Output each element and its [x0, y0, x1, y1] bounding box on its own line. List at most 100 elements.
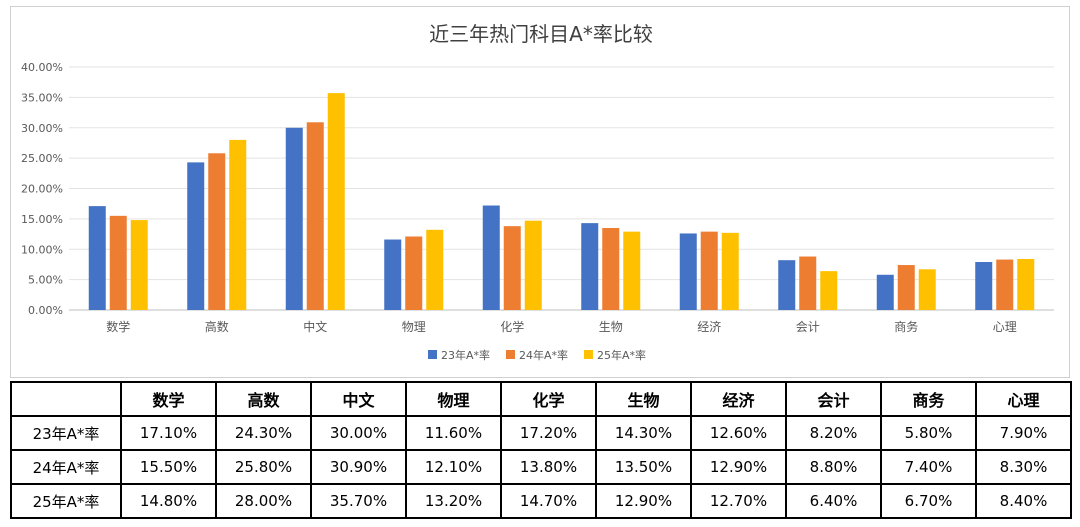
x-tick-label: 中文	[303, 319, 327, 334]
data-table: 数学 高数 中文 物理 化学 生物 经济 会计 商务 心理 23年A*率 17.10% 24.30% 3…	[10, 381, 1072, 519]
table-cell: 6.70%	[880, 483, 977, 519]
bar-1	[384, 239, 402, 310]
table-cell: 14.30%	[595, 415, 692, 451]
bar-1	[482, 205, 500, 310]
bar-3	[918, 269, 936, 310]
table-cell: 24.30%	[215, 415, 312, 451]
legend-label: 23年A*率	[441, 348, 490, 362]
legend-label: 25年A*率	[597, 348, 646, 362]
table-header-cell: 数学	[120, 381, 217, 417]
bar-2	[208, 153, 226, 310]
x-tick-label: 商务	[894, 319, 918, 334]
bar-3	[229, 139, 247, 310]
bar-1	[88, 206, 106, 310]
x-tick-label: 化学	[500, 319, 524, 334]
table-cell: 11.60%	[405, 415, 502, 451]
y-tick-label: 5.00%	[28, 274, 63, 287]
table-row: 23年A*率 17.10% 24.30% 30.00% 11.60% 17.20% 14.3…	[10, 415, 1072, 451]
bar-2	[602, 227, 620, 310]
table-corner-cell	[10, 381, 122, 417]
table-cell: 12.60%	[690, 415, 787, 451]
x-tick-label: 物理	[402, 320, 426, 334]
table-cell: 15.50%	[120, 449, 217, 485]
table-row-label: 24年A*率	[10, 449, 122, 485]
legend-label: 24年A*率	[519, 348, 568, 362]
table-cell: 13.80%	[500, 449, 597, 485]
table-cell: 12.90%	[690, 449, 787, 485]
bar-1	[285, 127, 303, 310]
table-header-cell: 经济	[690, 381, 787, 417]
table-cell: 13.20%	[405, 483, 502, 519]
table-header-cell: 会计	[785, 381, 882, 417]
table-row: 25年A*率 14.80% 28.00% 35.70% 13.20% 14.70% 12.9…	[10, 483, 1072, 519]
y-tick-label: 0.00%	[28, 304, 63, 317]
y-tick-label: 25.00%	[21, 152, 63, 165]
bar-3	[327, 93, 345, 310]
table-cell: 7.90%	[975, 415, 1072, 451]
table-header-cell: 生物	[595, 381, 692, 417]
table-cell: 12.70%	[690, 483, 787, 519]
table-cell: 28.00%	[215, 483, 312, 519]
table-cell: 8.20%	[785, 415, 882, 451]
y-tick-label: 15.00%	[21, 213, 63, 226]
bar-3	[721, 232, 739, 310]
table-cell: 14.70%	[500, 483, 597, 519]
x-tick-label: 经济	[697, 319, 721, 334]
table-header-cell: 物理	[405, 381, 502, 417]
table-cell: 14.80%	[120, 483, 217, 519]
x-tick-label: 生物	[599, 320, 623, 334]
bar-1	[778, 260, 796, 310]
bar-3	[426, 229, 444, 310]
y-tick-label: 10.00%	[21, 243, 63, 256]
table-cell: 7.40%	[880, 449, 977, 485]
x-tick-label: 高数	[205, 319, 229, 334]
bar-3	[623, 231, 641, 310]
bar-2	[306, 122, 324, 310]
bar-1	[975, 262, 993, 310]
bar-1	[876, 274, 894, 310]
table-header-cell: 高数	[215, 381, 312, 417]
table-cell: 25.80%	[215, 449, 312, 485]
table-header-cell: 化学	[500, 381, 597, 417]
table-cell: 35.70%	[310, 483, 407, 519]
bar-3	[524, 220, 542, 310]
table-row-label: 25年A*率	[10, 483, 122, 519]
table-cell: 8.80%	[785, 449, 882, 485]
table-cell: 8.30%	[975, 449, 1072, 485]
y-tick-label: 35.00%	[21, 91, 63, 104]
legend-swatch	[584, 350, 593, 359]
x-tick-label: 数学	[106, 319, 130, 334]
table-cell: 17.10%	[120, 415, 217, 451]
y-tick-label: 40.00%	[21, 61, 63, 74]
table-header-cell: 心理	[975, 381, 1072, 417]
x-tick-label: 会计	[796, 320, 820, 334]
table-cell: 30.90%	[310, 449, 407, 485]
table-row: 24年A*率 15.50% 25.80% 30.90% 12.10% 13.80% 13.5…	[10, 449, 1072, 485]
table-cell: 8.40%	[975, 483, 1072, 519]
bar-2	[503, 226, 521, 310]
bar-3	[130, 220, 148, 310]
legend-swatch	[428, 350, 437, 359]
y-tick-label: 30.00%	[21, 122, 63, 135]
table-cell: 30.00%	[310, 415, 407, 451]
table-header-cell: 中文	[310, 381, 407, 417]
bar-chart: 近三年热门科目A*率比较 0.00% 5.00% 10.00% 15.00% 20.00%…	[21, 22, 1054, 362]
table-cell: 12.10%	[405, 449, 502, 485]
table-cell: 13.50%	[595, 449, 692, 485]
bar-3	[820, 271, 838, 310]
bar-1	[187, 162, 205, 310]
x-tick-label: 心理	[993, 320, 1017, 334]
table-cell: 12.90%	[595, 483, 692, 519]
legend-swatch	[506, 350, 515, 359]
bar-1	[581, 223, 599, 310]
bar-2	[405, 236, 423, 310]
bar-2	[700, 231, 718, 310]
table-row-label: 23年A*率	[10, 415, 122, 451]
bar-3	[1017, 258, 1035, 310]
bar-2	[109, 215, 127, 310]
chart-container: 近三年热门科目A*率比较 0.00% 5.00% 10.00% 15.00% 20.00%…	[10, 6, 1070, 378]
table-cell: 5.80%	[880, 415, 977, 451]
bar-2	[996, 259, 1014, 310]
table-cell: 17.20%	[500, 415, 597, 451]
bar-2	[897, 265, 915, 310]
